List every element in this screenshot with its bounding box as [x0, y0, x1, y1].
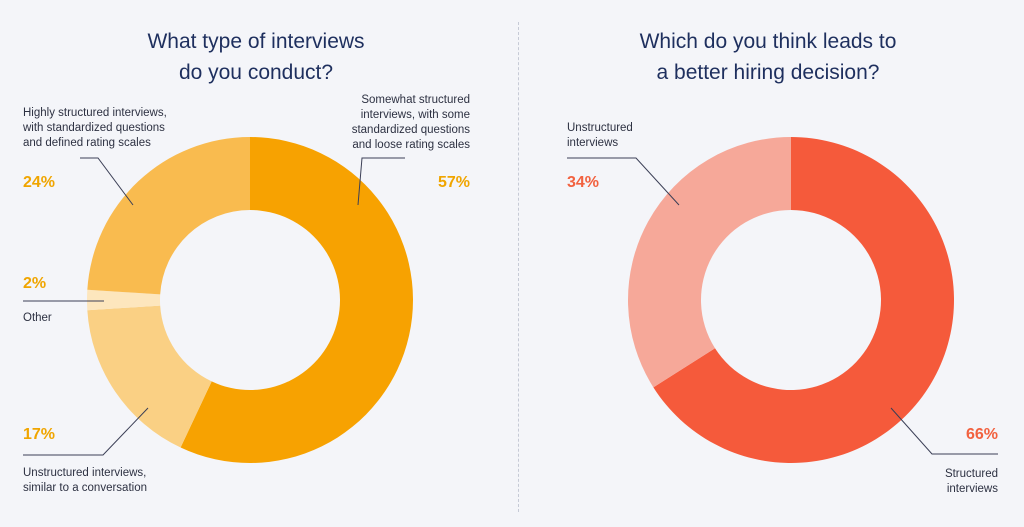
slice-description-line: Other	[23, 312, 52, 324]
slice-percent-label: 24%	[23, 174, 56, 191]
slice-description-line: Unstructured interviews,	[23, 467, 147, 479]
slice-description: Other	[23, 311, 52, 326]
slice-description-line: and loose rating scales	[352, 139, 470, 151]
slice-description: Structured interviews	[945, 467, 998, 497]
slice-description-line: Unstructured	[567, 122, 633, 134]
slice-description-line: interviews, with some	[360, 109, 470, 121]
chart-title-line: Which do you think leads to	[639, 30, 897, 53]
leader-line-somewhat-structured	[357, 157, 405, 206]
slice-percent-label: 34%	[567, 174, 600, 191]
chart-title: What type of interviews do you conduct?	[0, 26, 512, 88]
slice-percent-label: 2%	[23, 275, 47, 292]
chart-panel-interview-types: What type of interviews do you conduct? …	[0, 26, 512, 496]
slice-description-line: interviews	[946, 483, 998, 495]
chart-title-line: do you conduct?	[178, 61, 334, 84]
slice-percent-label: 66%	[965, 426, 998, 443]
interview-type-slice-2	[87, 289, 161, 311]
interview-type-slice-3	[87, 137, 250, 295]
panel-divider	[518, 22, 519, 512]
slice-description-line: and defined rating scales	[23, 137, 151, 149]
slice-description-line: standardized questions	[351, 124, 470, 136]
slice-description: Unstructured interviews, similar to a co…	[23, 466, 147, 496]
slice-description-line: with standardized questions	[23, 122, 165, 134]
slice-percent-label: 17%	[23, 426, 56, 443]
slice-description-line: Highly structured interviews,	[23, 107, 167, 119]
slice-description-line: Somewhat structured	[361, 94, 470, 106]
hiring-decision-slice-0	[653, 137, 954, 463]
interview-type-slice-1	[87, 305, 212, 448]
leader-line-unstructured	[23, 407, 149, 456]
hiring-decision-slice-1	[628, 137, 791, 388]
slice-description-line: interviews	[567, 137, 619, 149]
slice-description-line: similar to a conversation	[23, 482, 147, 494]
interview-type-slice-0	[180, 137, 413, 463]
leader-line-highly-structured	[80, 157, 134, 206]
donut-chart-interview-types	[23, 137, 413, 463]
slice-description: Unstructured interviews	[567, 121, 633, 151]
slice-percent-label: 57%	[437, 174, 470, 191]
chart-title: Which do you think leads to a better hir…	[512, 26, 1024, 88]
leader-line-unstructured	[567, 157, 680, 206]
slice-description: Highly structured interviews, with stand…	[23, 106, 167, 151]
slice-description-line: Structured	[944, 468, 998, 480]
chart-title-line: What type of interviews	[147, 30, 365, 53]
chart-title-line: a better hiring decision?	[656, 61, 880, 84]
leader-line-structured	[890, 407, 998, 455]
slice-description: Somewhat structured interviews, with som…	[352, 93, 470, 153]
chart-panel-hiring-decision: Which do you think leads to a better hir…	[512, 0, 1024, 527]
donut-chart-hiring-decision	[567, 137, 998, 463]
